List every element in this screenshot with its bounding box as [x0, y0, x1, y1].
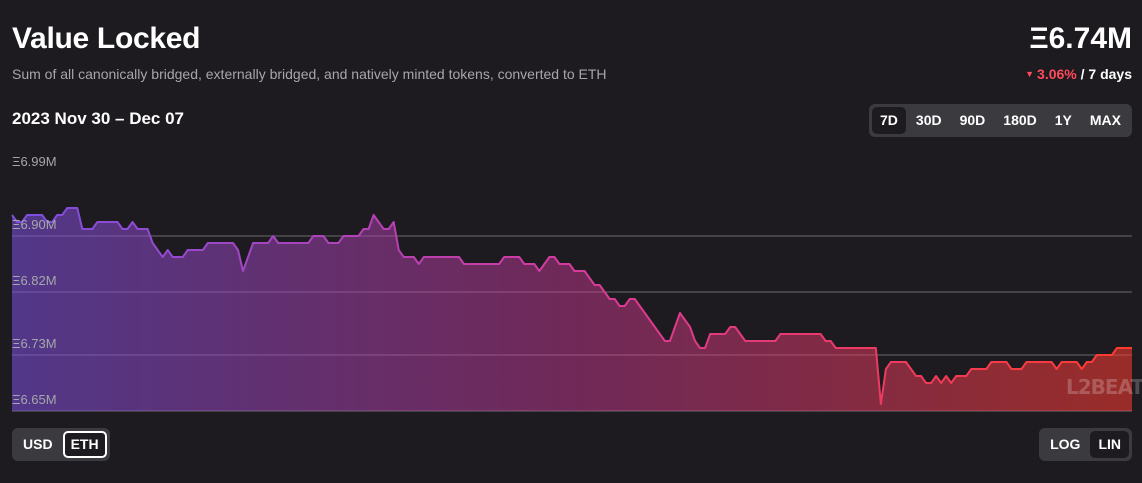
- arrow-down-icon: ▼: [1025, 69, 1035, 79]
- unit-button-eth[interactable]: ETH: [62, 431, 107, 458]
- change-period: / 7 days: [1076, 66, 1132, 82]
- l2beat-watermark: L2BEAT: [1066, 375, 1142, 399]
- unit-selector: USD ETH: [12, 428, 110, 461]
- y-tick-label: Ξ6.90M: [12, 217, 57, 232]
- series-line: [11, 207, 1132, 405]
- range-button-30d[interactable]: 30D: [915, 112, 942, 128]
- scale-button-lin[interactable]: LIN: [1090, 431, 1129, 458]
- range-button-7d[interactable]: 7D: [872, 107, 906, 134]
- page-title: Value Locked: [12, 22, 201, 55]
- area-fill: [12, 208, 1132, 411]
- range-button-90d[interactable]: 90D: [959, 112, 986, 128]
- scale-button-log[interactable]: LOG: [1050, 436, 1081, 452]
- total-value: Ξ6.74M: [1029, 22, 1132, 55]
- y-tick-label: Ξ6.73M: [12, 336, 57, 351]
- change-indicator: ▼ 3.06% / 7 days: [1025, 66, 1132, 82]
- range-button-180d[interactable]: 180D: [1003, 112, 1037, 128]
- range-button-1y[interactable]: 1Y: [1054, 112, 1072, 128]
- range-button-max[interactable]: MAX: [1089, 112, 1121, 128]
- y-tick-label: Ξ6.82M: [12, 273, 57, 288]
- range-selector: 7D 30D 90D 180D 1Y MAX: [869, 104, 1132, 137]
- change-value: 3.06%: [1037, 66, 1077, 82]
- unit-button-usd[interactable]: USD: [23, 436, 53, 452]
- y-tick-label: Ξ6.65M: [12, 392, 57, 407]
- page-subtitle: Sum of all canonically bridged, external…: [12, 66, 607, 82]
- date-range: 2023 Nov 30 – Dec 07: [12, 109, 185, 128]
- y-tick-label: Ξ6.99M: [12, 154, 57, 169]
- scale-selector: LOG LIN: [1039, 428, 1132, 461]
